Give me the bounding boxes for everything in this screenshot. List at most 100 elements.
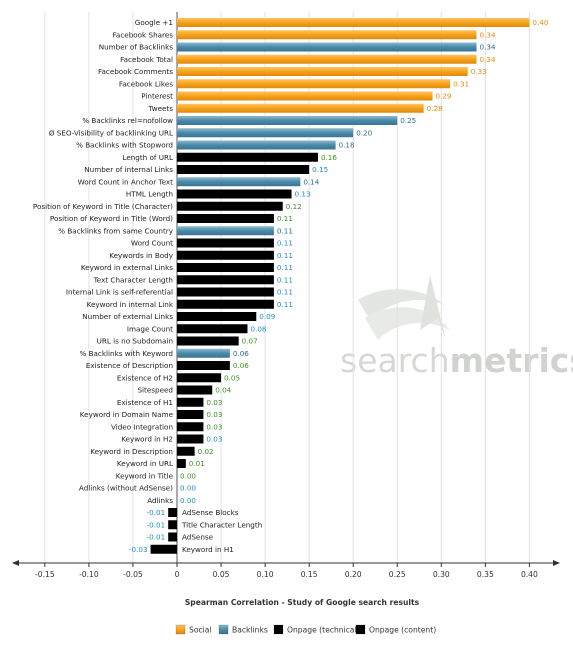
bar-label: Keyword in Domain Name: [80, 410, 174, 419]
bar-label: Adlinks: [147, 496, 173, 505]
bar: [177, 189, 292, 199]
bar-label: Adlinks (without AdSense): [79, 484, 173, 493]
bar-label: Keyword in Description: [90, 447, 173, 456]
bar: [177, 152, 318, 162]
bar-value-label: -0.03: [129, 545, 148, 554]
legend-item: Onpage (content): [355, 624, 436, 635]
bar-value-label: 0.20: [356, 128, 372, 137]
legend-swatch: [175, 624, 186, 635]
bar-label: Word Count: [131, 239, 173, 248]
tick-label: 0.40: [521, 570, 538, 579]
bar-label: Facebook Likes: [119, 79, 173, 88]
bar-row: Keyword in H1 -0.03: [129, 544, 234, 554]
bar-label: Position of Keyword in Title (Character): [33, 202, 173, 211]
bar-label: Facebook Total: [120, 55, 173, 64]
bar: [177, 103, 424, 113]
legend-swatch: [355, 624, 366, 635]
watermark-logo: searchmetrics: [340, 275, 573, 380]
watermark-arrow-icon: [420, 275, 446, 340]
bar-value-label: 0.03: [206, 422, 222, 431]
bar-value-label: 0.40: [532, 18, 548, 27]
bar-label: Keyword in external Links: [81, 263, 173, 272]
bar: [177, 201, 283, 211]
bar-value-label: -0.01: [147, 520, 166, 529]
bar-row: Keyword in internal Link 0.11: [87, 299, 293, 309]
bar: [177, 446, 195, 456]
bar-row: Word Count in Anchor Text 0.14: [78, 177, 320, 186]
bar-value-label: 0.07: [242, 337, 258, 346]
bar: [177, 140, 336, 150]
bar: [177, 263, 274, 272]
legend: Social Backlinks Onpage (technical) Onpage …: [175, 624, 436, 635]
bar-row: URL is no Subdomain 0.07: [97, 336, 258, 346]
tick-label: 0.15: [301, 570, 318, 579]
tick-label: 0: [175, 570, 180, 579]
bar-row: Keyword in Title 0.00: [116, 471, 197, 480]
bar: [177, 434, 204, 444]
legend-swatch: [273, 624, 284, 635]
bar: [177, 30, 477, 40]
bar-row: Keyword in H2 0.03: [121, 434, 222, 444]
bar-value-label: 0.00: [180, 496, 196, 505]
legend-label: Backlinks: [232, 626, 268, 635]
bar: [177, 226, 274, 236]
bar-row: Tweets 0.28: [148, 103, 443, 113]
bar: [177, 214, 274, 223]
bar-row: % Backlinks from same Country 0.11: [58, 226, 293, 235]
bar-value-label: 0.09: [259, 312, 275, 321]
bar-value-label: 0.34: [480, 55, 496, 64]
bar-row: Existence of Description 0.06: [86, 361, 249, 370]
tick-label: 0.30: [433, 570, 450, 579]
bar-row: Number of external Links 0.09: [82, 312, 276, 321]
tick-label: -0.10: [79, 570, 99, 579]
tick-label: -0.15: [35, 570, 55, 579]
legend-label: Social: [189, 626, 212, 635]
bar-row: Keyword in URL 0.01: [117, 459, 205, 468]
bar-row: Google +1 0.40: [135, 18, 549, 27]
bar: [177, 238, 274, 248]
bar-value-label: 0.06: [233, 349, 249, 358]
bar-value-label: 0.06: [233, 361, 249, 370]
bar: [168, 520, 177, 530]
bar-row: Keywords in Body 0.11: [109, 250, 293, 260]
bar-label: Keyword in internal Link: [87, 300, 174, 309]
bar-value-label: 0.16: [321, 153, 337, 162]
bar-value-label: 0.34: [480, 30, 496, 39]
bar-row: Number of internal Links 0.15: [84, 165, 328, 174]
bar-label: URL is no Subdomain: [97, 337, 173, 346]
bar: [168, 508, 177, 517]
bar-label: Existence of H1: [117, 398, 173, 407]
bar-label: Keywords in Body: [109, 251, 173, 260]
bar-label: Number of Backlinks: [99, 43, 174, 52]
bar-row: Image Count 0.08: [127, 324, 267, 333]
bar-label: Video Integration: [111, 422, 173, 431]
bar-value-label: 0.11: [277, 226, 293, 235]
tick-label: 0.25: [389, 570, 406, 579]
bar-value-label: -0.01: [147, 508, 166, 517]
bar: [177, 18, 530, 27]
legend-item: Social: [175, 624, 212, 635]
watermark-swoosh-icon: [358, 289, 445, 320]
bar-value-label: 0.03: [206, 398, 222, 407]
bar: [177, 91, 433, 101]
bar-value-label: 0.11: [277, 251, 293, 260]
bar: [177, 336, 239, 346]
tick-label: 0.20: [345, 570, 362, 579]
bar: [177, 324, 248, 334]
bar-value-label: 0.11: [277, 300, 293, 309]
bar-row: Existence of H2 0.05: [117, 373, 240, 382]
bar-row: Length of URL 0.16: [122, 152, 337, 162]
bar-value-label: 0.33: [471, 67, 487, 76]
bar-label: Number of internal Links: [84, 165, 173, 174]
bar-label: Position of Keyword in Title (Word): [50, 214, 173, 223]
bar-label: Number of external Links: [82, 312, 173, 321]
bar-label: Length of URL: [122, 153, 173, 162]
bar-value-label: 0.11: [277, 288, 293, 297]
bar-value-label: -0.01: [147, 533, 166, 542]
bar: [177, 67, 468, 76]
bar-value-label: 0.03: [206, 410, 222, 419]
bar-value-label: 0.25: [400, 116, 416, 125]
bar-row: Position of Keyword in Title (Word) 0.11: [50, 214, 293, 223]
